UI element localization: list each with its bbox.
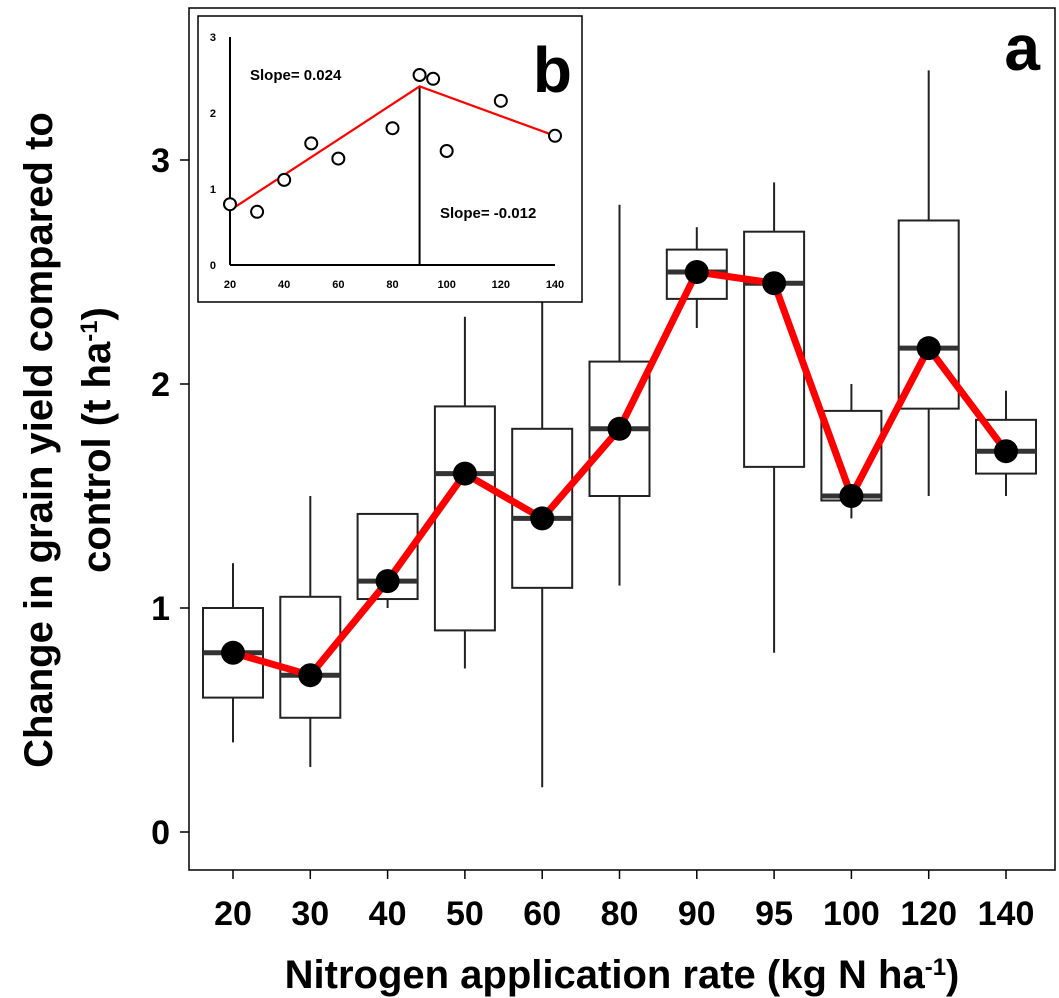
inset-point xyxy=(277,172,292,187)
mean-point xyxy=(375,569,400,594)
x-axis-title: Nitrogen application rate (kg N ha-1) xyxy=(285,953,960,997)
box-50 xyxy=(433,316,496,669)
mean-point xyxy=(839,484,864,508)
inset-panel-b: 0 1 2 3 20 40 60 80 100 120 140 b Slope= 0.024 Slo… xyxy=(197,15,583,303)
inset-annotation-right: Slope= -0.012 xyxy=(440,205,536,222)
x-tick-label: 140 xyxy=(978,895,1035,933)
y-tick-label: 2 xyxy=(151,366,170,404)
y-tick-label: 0 xyxy=(151,814,170,852)
x-tick-label: 20 xyxy=(214,895,252,933)
y-axis-title-line1: Change in grain yield compared to xyxy=(17,112,61,768)
y-tick-label: 1 xyxy=(151,590,170,628)
mean-point xyxy=(684,260,709,284)
x-tick-label: 50 xyxy=(446,895,484,933)
x-tick-label: 60 xyxy=(523,895,561,933)
inset-point xyxy=(250,204,265,219)
box-iqr xyxy=(743,230,806,468)
panel-label-a: a xyxy=(1004,12,1040,84)
inset-y-tick-label: 2 xyxy=(210,108,216,120)
x-tick-label: 120 xyxy=(900,895,957,933)
mean-point xyxy=(221,640,245,665)
inset-x-tick-label: 100 xyxy=(437,279,455,291)
x-tick-label: 80 xyxy=(601,895,639,933)
inset-segmented-fit xyxy=(229,85,556,212)
mean-point xyxy=(994,439,1018,464)
y-axis-ticks: 0 1 2 3 xyxy=(151,142,189,852)
x-tick-label: 100 xyxy=(823,895,880,933)
mean-line-group xyxy=(221,260,1018,688)
inset-point xyxy=(304,136,319,151)
inset-x-tick-label: 40 xyxy=(278,279,290,291)
inset-point xyxy=(412,68,427,82)
inset-point xyxy=(385,121,400,136)
inset-content: 0 1 2 3 20 40 60 80 100 120 140 xyxy=(210,32,564,291)
inset-point xyxy=(223,197,237,212)
inset-point xyxy=(331,151,346,166)
box-iqr xyxy=(433,405,496,632)
inset-annotation-left: Slope= 0.024 xyxy=(250,67,342,84)
inset-x-tick-label: 140 xyxy=(546,279,564,291)
mean-point xyxy=(607,416,632,441)
inset-point xyxy=(426,71,441,86)
inset-x-tick-label: 80 xyxy=(386,279,398,291)
mean-point xyxy=(762,271,787,296)
inset-x-tick-label: 120 xyxy=(492,279,510,291)
mean-point xyxy=(298,663,323,688)
box-iqr xyxy=(279,595,342,719)
mean-point xyxy=(916,336,941,361)
x-axis-ticks: 20 30 40 50 60 80 90 95 100 120 140 xyxy=(214,870,1034,933)
inset-y-tick-label: 3 xyxy=(210,32,216,44)
box-40 xyxy=(356,512,419,608)
x-tick-label: 40 xyxy=(369,895,407,933)
panel-label-b: b xyxy=(533,34,572,106)
inset-x-tick-label: 60 xyxy=(332,279,344,291)
mean-point xyxy=(530,506,555,531)
inset-point xyxy=(439,144,454,158)
y-axis-title-line2: control (t ha-1) xyxy=(75,307,119,573)
mean-point xyxy=(452,461,477,486)
inset-point xyxy=(493,93,508,108)
y-tick-label: 3 xyxy=(151,142,170,180)
x-tick-label: 90 xyxy=(678,895,716,933)
inset-point xyxy=(548,128,562,143)
box-95 xyxy=(743,182,806,653)
inset-y-tick-label: 1 xyxy=(210,184,216,196)
inset-y-tick-label: 0 xyxy=(210,260,216,272)
inset-frame xyxy=(197,15,583,303)
inset-x-tick-label: 20 xyxy=(224,279,236,291)
x-tick-label: 30 xyxy=(291,895,329,933)
x-tick-label: 95 xyxy=(755,895,793,933)
